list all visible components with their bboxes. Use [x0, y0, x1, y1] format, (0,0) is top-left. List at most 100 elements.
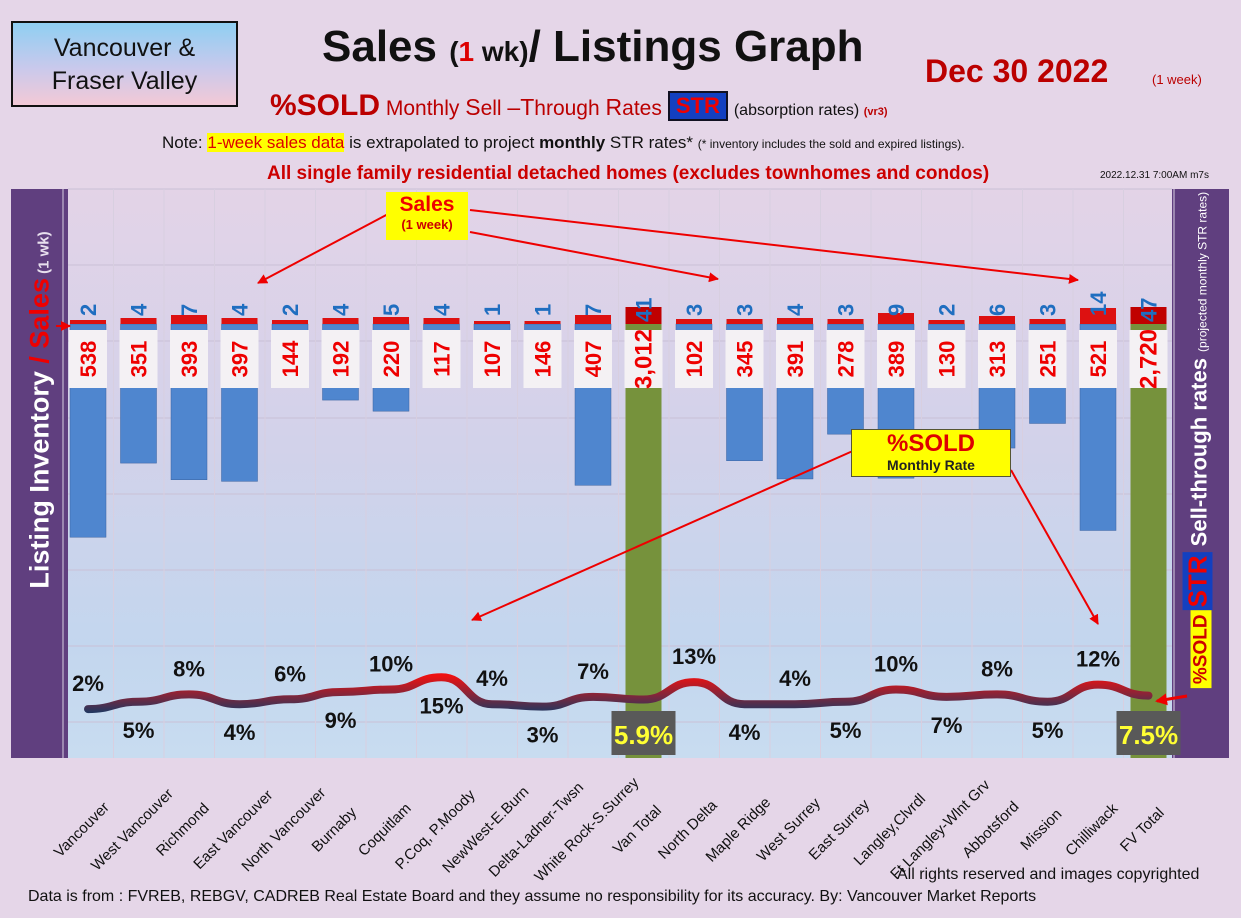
inventory-label-box — [69, 330, 107, 388]
sold-label: 3% — [527, 723, 559, 748]
inventory-label-box — [321, 330, 360, 388]
sold-label: 2% — [72, 671, 104, 696]
sales-bar — [625, 307, 662, 324]
inventory-label: 521 — [1086, 341, 1111, 378]
timestamp: 2022.12.31 7:00AM m7s — [1100, 170, 1209, 181]
report-period: (1 week) — [1152, 72, 1202, 87]
sold-label: 4% — [476, 666, 508, 691]
inventory-label-box — [1079, 330, 1117, 388]
sales-label: 3 — [1036, 304, 1061, 316]
sold-label: 7% — [931, 713, 963, 738]
sales-bar — [322, 318, 359, 324]
inventory-label-box — [473, 330, 511, 388]
total-sold-label: 7.5% — [1119, 720, 1178, 750]
str-badge: STR — [667, 91, 728, 121]
inventory-label-box — [826, 330, 865, 388]
sold-label: 12% — [1076, 647, 1120, 672]
sales-bar — [575, 315, 611, 324]
sold-label: 10% — [874, 652, 918, 677]
subtitle-ell: ell — [480, 97, 508, 120]
inventory-label: 220 — [379, 341, 404, 378]
sales-bar — [878, 313, 914, 324]
total-bar — [625, 324, 662, 758]
region-line-2: Fraser Valley — [51, 67, 198, 95]
inventory-label-box — [624, 330, 663, 388]
inventory-label-box — [372, 330, 410, 388]
inventory-label: 389 — [884, 341, 909, 378]
note-footnote: (* inventory includes the sold and expir… — [697, 137, 965, 151]
sales-label: 6 — [985, 304, 1010, 316]
sales-bar — [423, 318, 460, 324]
region-box: Vancouver & Fraser Valley — [11, 21, 238, 107]
sales-label: 9 — [884, 304, 909, 316]
note-highlight: 1-week sales data — [207, 133, 345, 152]
inventory-label: 144 — [278, 340, 303, 377]
sales-bar — [777, 318, 813, 324]
inventory-label: 391 — [783, 341, 808, 378]
sales-label: 4 — [783, 303, 808, 316]
title-one: 1 — [458, 36, 475, 67]
inventory-label: 117 — [430, 341, 455, 377]
title-wk: wk) — [474, 36, 529, 67]
total-sold-label: 5.9% — [614, 720, 673, 750]
sales-label: 3 — [682, 304, 707, 316]
sales-label: 47 — [1137, 298, 1162, 322]
sold-label: 15% — [419, 693, 463, 718]
sales-label: 41 — [632, 298, 657, 322]
sold-callout-sub: Monthly Rate — [887, 457, 975, 473]
inventory-label-box — [927, 330, 966, 388]
sales-label: 1 — [480, 304, 505, 316]
category-label: Mission — [1017, 806, 1065, 854]
arrows-layer — [56, 209, 1188, 706]
sales-bar — [1029, 319, 1066, 324]
inventory-label: 407 — [581, 341, 606, 378]
sales-bar — [726, 319, 763, 324]
total-sold-box — [1116, 711, 1181, 755]
inventory-label: 3,012 — [631, 329, 658, 389]
subtitle-cap-t: T — [520, 94, 535, 120]
absorption-label: (absorption rates) — [733, 102, 860, 119]
subtitle-monthly: Monthly — [380, 97, 466, 120]
inventory-label-box — [119, 330, 158, 388]
inventory-label: 393 — [177, 341, 202, 378]
sales-label: 2 — [76, 304, 101, 316]
sold-label: 4% — [224, 720, 256, 745]
sales-label: 14 — [1086, 291, 1111, 316]
inventory-label: 351 — [127, 341, 152, 378]
sales-arrow — [257, 212, 391, 284]
title-listings: / Listings Graph — [528, 22, 864, 71]
sales-label: 3 — [834, 304, 859, 316]
subtitle-dash: – — [507, 94, 521, 120]
report-date: Dec 30 2022 — [925, 53, 1109, 89]
sales-bar — [827, 319, 864, 324]
sales-bar — [373, 317, 409, 324]
inventory-label: 2,720 — [1136, 329, 1163, 389]
sold-callout-title: %SOLD — [886, 430, 975, 457]
sold-label: 4% — [779, 666, 811, 691]
inventory-label-box — [776, 330, 814, 388]
category-label: West Vancouver — [88, 785, 177, 874]
inventory-label: 345 — [733, 341, 758, 378]
version-label: (vr3) — [863, 106, 888, 118]
subtitle-hrough: hrough — [534, 97, 606, 120]
sales-bar — [676, 319, 712, 324]
inventory-label-box — [1129, 330, 1168, 388]
total-bar — [1130, 324, 1167, 758]
sold-label: 6% — [274, 661, 306, 686]
sales-label: 4 — [228, 303, 253, 316]
subtitle-cap-r: R — [605, 94, 623, 120]
inventory-label: 397 — [228, 341, 253, 378]
chart-subtitle: All single family residential detached h… — [267, 163, 990, 184]
sold-label: 5% — [830, 718, 862, 743]
sold-label: 5% — [1032, 718, 1064, 743]
inventory-label-box — [675, 330, 713, 388]
inventory-label: 313 — [985, 341, 1010, 378]
title-sales: Sales — [322, 22, 450, 71]
sales-bar — [221, 318, 258, 324]
note-middle: is extrapolated to project — [344, 133, 540, 152]
sales-bar — [1080, 308, 1116, 324]
category-label: Delta-Ladner-Twsn — [486, 779, 588, 881]
category-label: NewWest-E.Burn — [439, 783, 532, 876]
